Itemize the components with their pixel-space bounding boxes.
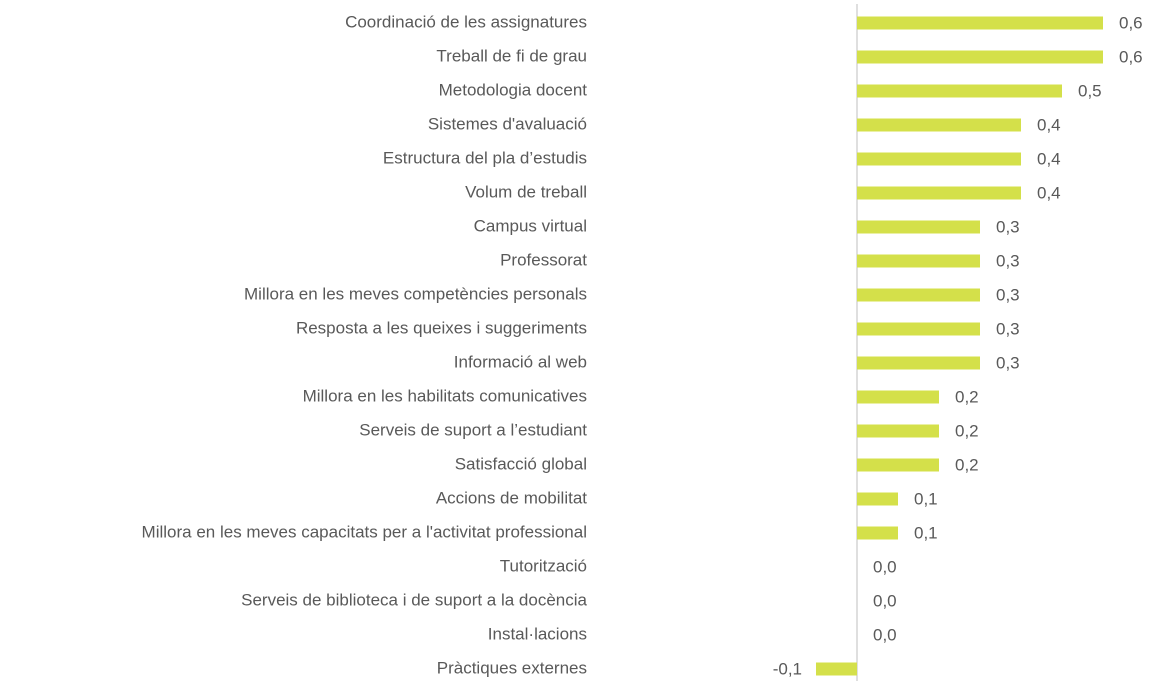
value-label: 0,6 [1119, 13, 1143, 32]
bar [857, 390, 939, 404]
value-label: 0,0 [873, 591, 897, 610]
value-label: 0,2 [955, 387, 979, 406]
bar [857, 288, 980, 302]
category-label: Millora en les habilitats comunicatives [303, 386, 587, 405]
bar [857, 50, 1103, 64]
category-label: Millora en les meves capacitats per a l'… [142, 522, 587, 541]
value-label: -0,1 [773, 659, 802, 678]
value-label: 0,4 [1037, 115, 1061, 134]
category-label: Sistemes d'avaluació [428, 114, 587, 133]
bar [857, 424, 939, 438]
bar [857, 186, 1021, 200]
value-label: 0,0 [873, 625, 897, 644]
bar [857, 526, 898, 540]
bar [857, 356, 980, 370]
value-label: 0,3 [996, 285, 1020, 304]
bar [857, 16, 1103, 30]
bar [857, 220, 980, 234]
category-label: Satisfacció global [455, 454, 587, 473]
category-label: Coordinació de les assignatures [345, 12, 587, 31]
category-label: Resposta a les queixes i suggeriments [296, 318, 587, 337]
category-label: Informació al web [454, 352, 587, 371]
value-label: 0,3 [996, 217, 1020, 236]
bar [816, 662, 857, 676]
value-label: 0,3 [996, 251, 1020, 270]
category-label: Serveis de suport a l’estudiant [359, 420, 587, 439]
category-label: Pràctiques externes [437, 658, 587, 677]
category-label: Instal·lacions [488, 624, 587, 643]
category-label: Volum de treball [465, 182, 587, 201]
bar [857, 152, 1021, 166]
category-label: Campus virtual [474, 216, 587, 235]
category-label: Metodologia docent [439, 80, 588, 99]
value-label: 0,5 [1078, 81, 1102, 100]
bar [857, 254, 980, 268]
value-label: 0,0 [873, 557, 897, 576]
category-label: Professorat [500, 250, 587, 269]
category-label: Millora en les meves competències person… [244, 284, 587, 303]
value-label: 0,2 [955, 421, 979, 440]
bar [857, 118, 1021, 132]
value-label: 0,3 [996, 319, 1020, 338]
value-label: 0,4 [1037, 183, 1061, 202]
value-label: 0,6 [1119, 47, 1143, 66]
category-label: Tutorització [500, 556, 587, 575]
value-label: 0,2 [955, 455, 979, 474]
category-label: Treball de fi de grau [436, 46, 587, 65]
value-label: 0,1 [914, 489, 938, 508]
category-label: Estructura del pla d’estudis [383, 148, 587, 167]
value-label: 0,3 [996, 353, 1020, 372]
bar [857, 322, 980, 336]
category-label: Serveis de biblioteca i de suport a la d… [241, 590, 587, 609]
bar [857, 84, 1062, 98]
bar [857, 492, 898, 506]
value-label: 0,4 [1037, 149, 1061, 168]
bar [857, 458, 939, 472]
value-label: 0,1 [914, 523, 938, 542]
category-label: Accions de mobilitat [436, 488, 587, 507]
